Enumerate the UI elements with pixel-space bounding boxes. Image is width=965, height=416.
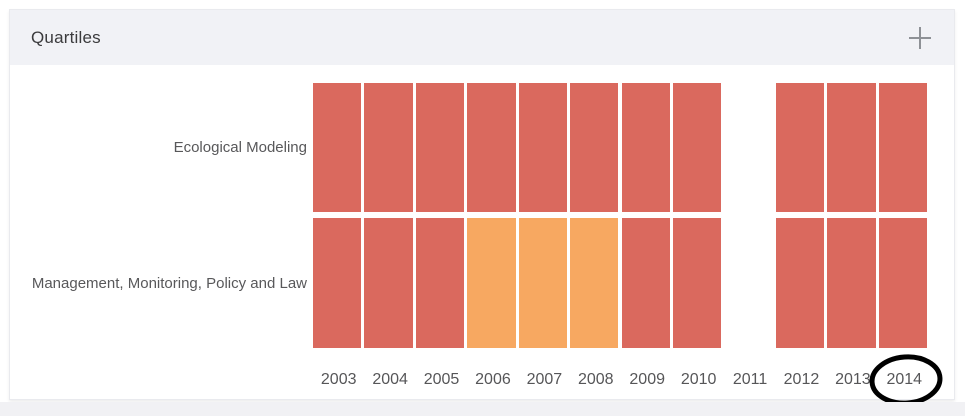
- heatmap-cell[interactable]: [313, 83, 362, 212]
- heatmap-cell[interactable]: [827, 83, 876, 212]
- card-title: Quartiles: [31, 27, 101, 47]
- heatmap-cell[interactable]: [467, 218, 516, 348]
- circle-annotation-2014: [869, 354, 943, 406]
- heatmap-cell[interactable]: [415, 83, 465, 212]
- heatmap-cell[interactable]: [621, 218, 670, 348]
- page-background-strip: [0, 402, 965, 416]
- heatmap-cell[interactable]: [672, 83, 722, 212]
- heatmap-cell[interactable]: [775, 83, 825, 212]
- heatmap-cell[interactable]: [672, 218, 722, 348]
- plus-icon: [909, 26, 931, 49]
- heatmap-cell[interactable]: [775, 218, 825, 348]
- heatmap-cell[interactable]: [313, 218, 362, 348]
- heatmap-cell[interactable]: [621, 83, 670, 212]
- heatmap-cell[interactable]: [518, 218, 568, 348]
- heatmap-cell[interactable]: [364, 218, 413, 348]
- plus-button[interactable]: [906, 24, 934, 52]
- heatmap-cell[interactable]: [415, 218, 465, 348]
- heatmap-cell[interactable]: [878, 83, 927, 212]
- heatmap-cell[interactable]: [518, 83, 568, 212]
- heatmap-cell[interactable]: [570, 83, 619, 212]
- heatmap-cell[interactable]: [364, 83, 413, 212]
- heatmap-cell[interactable]: [827, 218, 876, 348]
- heatmap-cell[interactable]: [878, 218, 927, 348]
- heatmap-cell[interactable]: [467, 83, 516, 212]
- heatmap-cell[interactable]: [570, 218, 619, 348]
- card-header: Quartiles: [10, 10, 954, 65]
